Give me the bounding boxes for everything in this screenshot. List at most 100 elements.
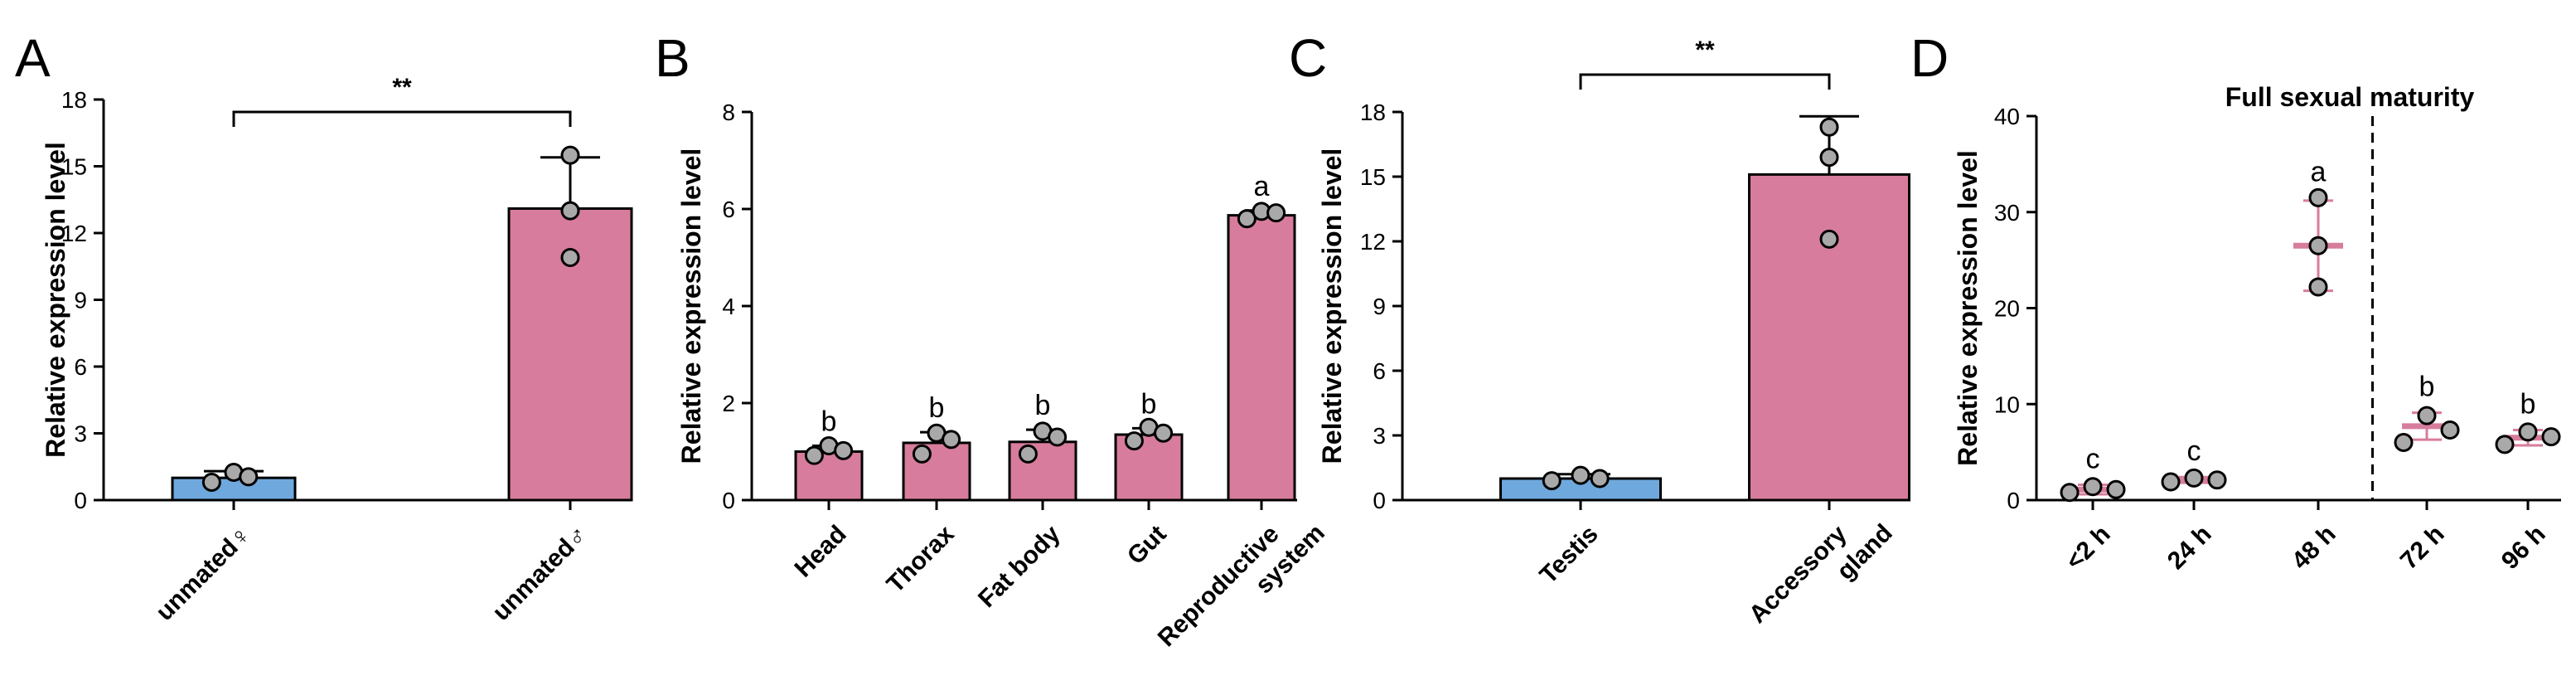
panel-a-data-point xyxy=(560,248,580,268)
panel-b-data-point xyxy=(1266,203,1286,223)
panel-d-category-label-line: 48 h xyxy=(2287,520,2341,575)
panel-a-y-tick-label: 0 xyxy=(74,488,87,513)
panel-d-group-letter: b xyxy=(2520,389,2536,420)
panel-b-data-point xyxy=(942,430,961,450)
panel-d-group-letter: b xyxy=(2419,372,2435,403)
panel-b-group-letter: a xyxy=(1254,171,1270,202)
panel-c-significance-bracket xyxy=(1579,73,1831,90)
panel-d-y-tick-label: 10 xyxy=(1994,391,2020,417)
panel-b-category-label: Thorax xyxy=(882,520,960,598)
panel-b-y-tick-label: 6 xyxy=(722,197,735,222)
panel-a-y-tick-label: 15 xyxy=(61,154,87,180)
panel-a-y-tick-label: 3 xyxy=(74,421,87,447)
panel-b-data-point xyxy=(912,444,932,464)
panel-d-data-point xyxy=(2060,483,2080,503)
panel-b-category-label-line: Fat body xyxy=(973,520,1066,613)
panel-b-category-label: Gut xyxy=(1122,520,1172,570)
panel-a-data-point xyxy=(201,473,221,493)
panel-c-y-tick-label: 9 xyxy=(1373,294,1386,319)
panel-d-group-letter: c xyxy=(2187,435,2201,467)
panel-d-data-point xyxy=(2308,187,2328,207)
panel-c-bar xyxy=(1748,173,1910,502)
panel-a-y-tick-label: 6 xyxy=(74,354,87,380)
panel-b-data-point xyxy=(1048,427,1068,447)
panel-c-category-label: Testis xyxy=(1535,520,1604,589)
panel-b-y-tick-label: 4 xyxy=(722,294,735,319)
panel-b-group-letter: b xyxy=(929,392,945,424)
panel-a-significance-label: ** xyxy=(392,74,412,101)
panel-d-data-point xyxy=(2161,472,2181,492)
panel-d-category-label-line: 72 h xyxy=(2395,520,2450,575)
panel-b-data-point xyxy=(804,445,824,465)
panel-d-category-label-line: 24 h xyxy=(2162,520,2217,575)
panel-d-category-label: 72 h xyxy=(2395,520,2450,575)
panel-d-data-point xyxy=(2106,479,2126,499)
panel-a-category-label-line: unmated♂ xyxy=(487,520,593,626)
panel-c-data-point xyxy=(1542,471,1562,491)
panel-d-category-label: <2 h xyxy=(2060,520,2115,575)
panel-c-category-label-line: Testis xyxy=(1535,520,1604,589)
panel-b-category-label-line: Thorax xyxy=(882,520,960,598)
panel-a-category-label-line: unmated♀ xyxy=(151,520,257,626)
panel-d-data-point xyxy=(2541,427,2561,447)
panel-d-data-point xyxy=(2083,477,2103,497)
panel-d-category-label: 24 h xyxy=(2162,520,2217,575)
panel-d-y-tick-label: 20 xyxy=(1994,296,2020,322)
panel-d-data-point xyxy=(2184,468,2204,488)
panel-d-data-point xyxy=(2308,236,2328,255)
panel-c-y-tick-label: 6 xyxy=(1373,358,1386,384)
panel-b-bar xyxy=(1227,214,1296,502)
panel-c-y-tick-label: 18 xyxy=(1360,100,1386,125)
panel-d-data-point xyxy=(2495,435,2515,454)
panel-d-group-letter: c xyxy=(2086,443,2100,474)
panel-b-group-letter: b xyxy=(1141,388,1157,420)
panel-b-group-letter: b xyxy=(1035,390,1051,421)
panel-c-letter: C xyxy=(1289,28,1327,88)
panel-d-data-point xyxy=(2417,406,2437,425)
panel-a-letter: A xyxy=(15,28,51,88)
panel-a-category-label: unmated♂ xyxy=(487,520,593,626)
panel-d-data-point xyxy=(2440,420,2460,440)
panel-d-data-point xyxy=(2308,277,2328,297)
panel-a-data-point xyxy=(239,467,259,487)
panel-b-group-letter: b xyxy=(821,406,837,437)
panel-b-letter: B xyxy=(655,28,690,88)
panel-b-data-point xyxy=(834,440,854,460)
panel-b-category-label: Fat body xyxy=(973,520,1066,613)
panel-b-data-point xyxy=(1237,209,1257,229)
panel-b: B 0 2 4 6 8 Relative expression level Head Thora… xyxy=(655,28,1330,652)
panel-d-y-axis-title: Relative expression level xyxy=(1953,150,1983,466)
panel-c-category-label-line: gland xyxy=(1832,519,1898,586)
panel-b-category-label-line: Head xyxy=(789,520,851,582)
panel-d-category-label-line: 96 h xyxy=(2496,520,2551,575)
panel-b-data-point xyxy=(1018,444,1038,464)
panel-c-y-tick-label: 15 xyxy=(1360,164,1386,190)
panel-d-letter: D xyxy=(1910,28,1949,88)
panel-a-data-point xyxy=(560,145,580,165)
panel-b-data-point xyxy=(1154,423,1174,443)
panel-d-category-label: 48 h xyxy=(2287,520,2341,575)
panel-b-y-tick-label: 8 xyxy=(722,100,735,125)
panel-d-y-tick-label: 0 xyxy=(2007,488,2020,513)
panel-a-significance-bracket xyxy=(232,110,572,127)
panel-b-data-point xyxy=(1124,431,1144,451)
panel-c-data-point xyxy=(1819,229,1839,249)
panel-d-category-label: 96 h xyxy=(2496,520,2551,575)
panel-c-data-point xyxy=(1590,469,1610,488)
panel-c-category-label-line: Accessory xyxy=(1744,520,1852,629)
panel-a-y-tick-label: 9 xyxy=(74,288,87,313)
panel-d-y-tick-label: 30 xyxy=(1994,200,2020,226)
panel-c-category-label: Accessorygland xyxy=(1744,497,1898,651)
panel-a-category-label: unmated♀ xyxy=(151,520,257,626)
panel-c-significance-label: ** xyxy=(1695,36,1715,64)
panel-d-category-label-line: <2 h xyxy=(2060,520,2115,575)
panel-b-y-axis-title: Relative expression level xyxy=(676,148,706,464)
panel-a: A 0 3 6 9 12 15 18 Relative expression level unma… xyxy=(15,28,633,626)
panel-b-category-label-line: Gut xyxy=(1122,520,1172,570)
panel-d-annotation: Full sexual maturity xyxy=(2225,82,2475,112)
panel-d-group-letter: a xyxy=(2311,156,2327,187)
panel-b-y-tick-label: 0 xyxy=(722,488,735,513)
panel-b-category-label: Head xyxy=(789,520,851,582)
panel-a-y-axis-title: Relative expression level xyxy=(41,142,70,458)
